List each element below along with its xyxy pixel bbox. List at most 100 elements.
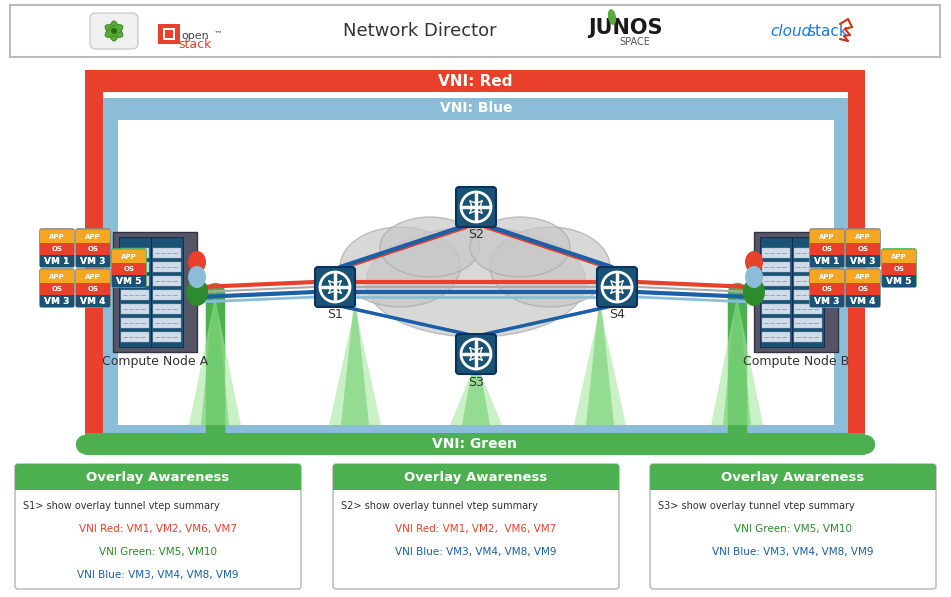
Bar <box>810 243 844 255</box>
Text: VNI Red: VM1, VM2,  VM6, VM7: VNI Red: VM1, VM2, VM6, VM7 <box>396 524 556 534</box>
Text: APP: APP <box>86 274 101 280</box>
Bar <box>151 237 183 347</box>
Bar <box>118 120 834 425</box>
Bar <box>846 283 880 295</box>
FancyBboxPatch shape <box>333 464 619 589</box>
Text: VM 3: VM 3 <box>814 297 840 306</box>
Text: S3: S3 <box>468 376 484 389</box>
Bar <box>76 243 110 255</box>
Polygon shape <box>711 297 763 425</box>
Text: OS: OS <box>858 286 868 292</box>
Bar <box>121 248 149 258</box>
Text: Compute Node B: Compute Node B <box>743 355 849 368</box>
Ellipse shape <box>745 266 763 288</box>
Text: APP: APP <box>819 234 835 240</box>
Text: VM 5: VM 5 <box>116 276 142 285</box>
Bar <box>794 248 822 258</box>
Ellipse shape <box>743 278 765 306</box>
Text: VM 3: VM 3 <box>45 297 69 306</box>
Bar <box>121 276 149 286</box>
Bar <box>762 276 790 286</box>
Bar <box>40 243 74 255</box>
Text: S1> show overlay tunnel vtep summary: S1> show overlay tunnel vtep summary <box>23 501 220 511</box>
Text: stack: stack <box>807 23 847 38</box>
Bar <box>76 283 110 295</box>
Text: VM 5: VM 5 <box>116 278 142 287</box>
FancyBboxPatch shape <box>333 464 619 490</box>
Ellipse shape <box>186 278 208 306</box>
FancyBboxPatch shape <box>76 229 110 267</box>
Bar <box>121 318 149 328</box>
Text: VNI Green: VM5, VM10: VNI Green: VM5, VM10 <box>734 524 852 534</box>
Polygon shape <box>329 307 381 425</box>
Polygon shape <box>341 292 369 425</box>
Text: VM 3: VM 3 <box>850 257 876 266</box>
Polygon shape <box>574 307 626 425</box>
Text: VM 3: VM 3 <box>45 297 69 306</box>
Bar <box>103 85 848 440</box>
Bar <box>792 237 824 347</box>
Text: APP: APP <box>855 274 871 280</box>
FancyBboxPatch shape <box>40 229 74 267</box>
Bar <box>153 248 181 258</box>
Bar <box>121 332 149 342</box>
Bar <box>40 283 74 295</box>
Ellipse shape <box>105 24 123 38</box>
Text: OS: OS <box>822 286 832 292</box>
Bar <box>810 255 844 267</box>
Text: VM 1: VM 1 <box>814 257 840 266</box>
Text: VM 3: VM 3 <box>850 257 876 266</box>
Bar <box>10 5 940 57</box>
Ellipse shape <box>109 21 119 41</box>
Ellipse shape <box>105 24 123 38</box>
FancyBboxPatch shape <box>456 334 496 374</box>
Bar <box>40 230 74 243</box>
Text: ™: ™ <box>214 29 223 38</box>
Ellipse shape <box>470 217 570 277</box>
Bar <box>810 283 844 295</box>
Bar <box>846 295 880 307</box>
Text: Overlay Awareness: Overlay Awareness <box>722 470 864 484</box>
FancyBboxPatch shape <box>15 464 301 589</box>
FancyBboxPatch shape <box>76 269 110 307</box>
FancyBboxPatch shape <box>40 269 74 307</box>
Bar <box>113 232 197 352</box>
Bar <box>846 243 880 255</box>
Bar <box>76 230 110 243</box>
Ellipse shape <box>105 24 123 38</box>
Bar <box>762 290 790 300</box>
Bar <box>153 276 181 286</box>
Bar <box>85 70 865 92</box>
Text: APP: APP <box>49 234 65 240</box>
Text: VM 3: VM 3 <box>80 257 106 266</box>
FancyBboxPatch shape <box>810 269 844 307</box>
Text: Network Director: Network Director <box>343 22 496 40</box>
Polygon shape <box>462 347 490 425</box>
Text: VM 3: VM 3 <box>80 257 106 266</box>
FancyBboxPatch shape <box>846 229 880 267</box>
FancyBboxPatch shape <box>90 13 138 49</box>
Bar <box>882 250 916 263</box>
FancyBboxPatch shape <box>315 267 355 307</box>
FancyBboxPatch shape <box>85 70 865 455</box>
Ellipse shape <box>608 9 616 25</box>
Text: VM 4: VM 4 <box>850 297 876 306</box>
Text: VM 4: VM 4 <box>850 297 876 306</box>
Text: VM 5: VM 5 <box>886 278 912 287</box>
Bar <box>103 98 848 118</box>
Text: stack: stack <box>179 38 212 51</box>
Bar <box>810 270 844 283</box>
Bar <box>754 232 838 352</box>
Ellipse shape <box>188 251 206 273</box>
FancyBboxPatch shape <box>882 249 916 287</box>
Bar <box>794 290 822 300</box>
Text: VNI Blue: VM3, VM4, VM8, VM9: VNI Blue: VM3, VM4, VM8, VM9 <box>396 547 556 557</box>
Ellipse shape <box>745 251 763 273</box>
Text: OS: OS <box>87 286 99 292</box>
Text: APP: APP <box>86 234 101 240</box>
Bar <box>794 276 822 286</box>
Bar <box>153 290 181 300</box>
Bar <box>762 304 790 314</box>
Text: OS: OS <box>87 246 99 252</box>
Text: OS: OS <box>124 266 134 272</box>
